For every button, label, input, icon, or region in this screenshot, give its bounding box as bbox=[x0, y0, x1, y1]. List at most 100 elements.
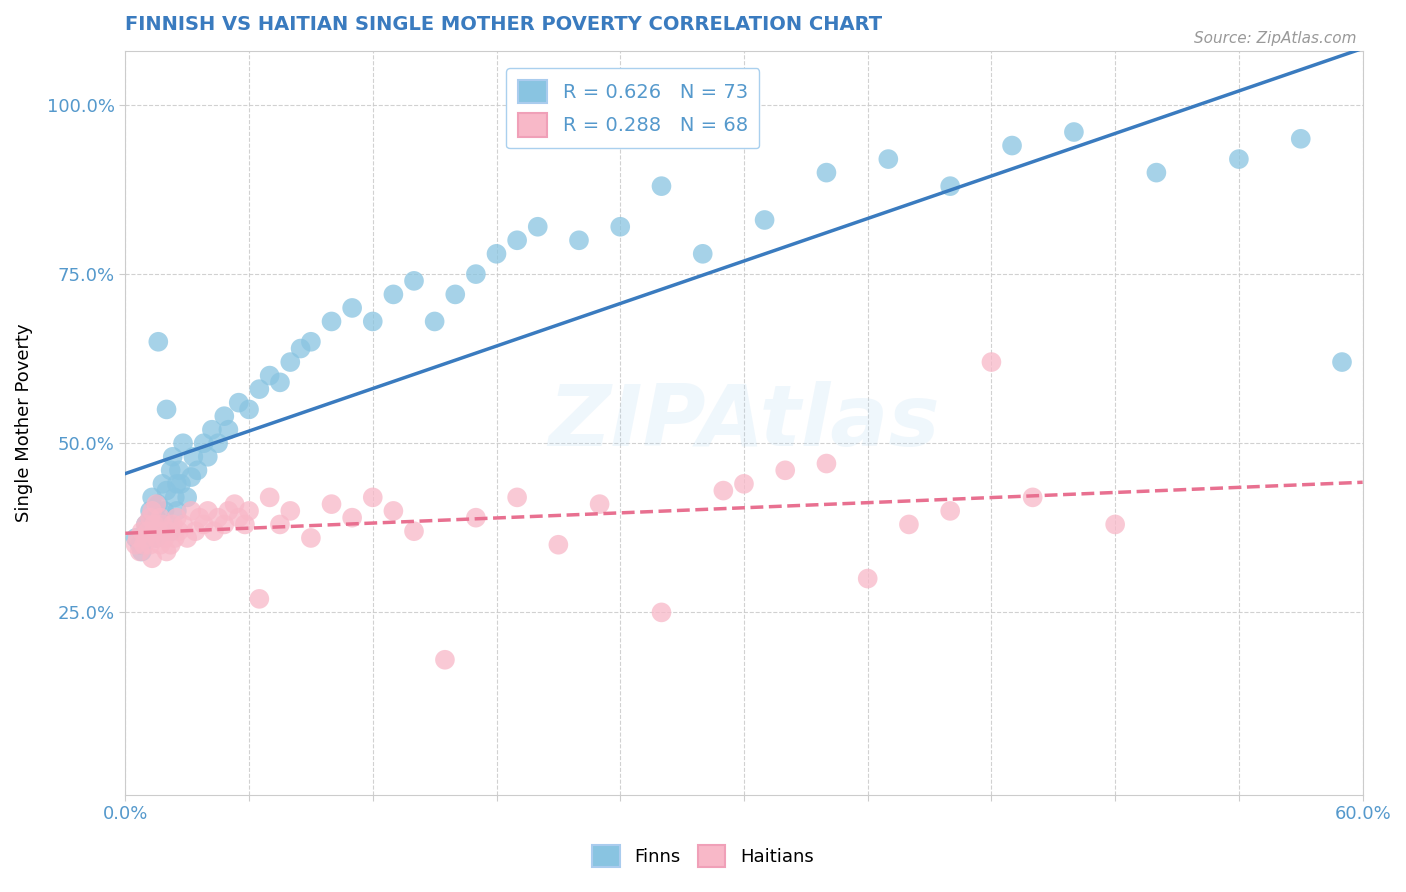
Point bbox=[217, 423, 239, 437]
Point bbox=[148, 334, 170, 349]
Point bbox=[217, 504, 239, 518]
Point bbox=[148, 524, 170, 539]
Point bbox=[135, 517, 157, 532]
Point bbox=[711, 483, 734, 498]
Point bbox=[149, 517, 172, 532]
Point bbox=[1104, 517, 1126, 532]
Point bbox=[180, 504, 202, 518]
Point bbox=[166, 504, 188, 518]
Point bbox=[170, 476, 193, 491]
Point bbox=[402, 524, 425, 539]
Point bbox=[145, 531, 167, 545]
Point bbox=[176, 491, 198, 505]
Point bbox=[1063, 125, 1085, 139]
Point bbox=[135, 531, 157, 545]
Point bbox=[186, 463, 208, 477]
Point bbox=[152, 517, 174, 532]
Point bbox=[162, 450, 184, 464]
Point bbox=[163, 531, 186, 545]
Point bbox=[939, 504, 962, 518]
Point bbox=[124, 531, 146, 545]
Point bbox=[856, 572, 879, 586]
Point bbox=[207, 510, 229, 524]
Point bbox=[141, 491, 163, 505]
Point bbox=[159, 524, 181, 539]
Point bbox=[238, 504, 260, 518]
Point bbox=[650, 179, 672, 194]
Point bbox=[162, 517, 184, 532]
Point bbox=[980, 355, 1002, 369]
Point bbox=[124, 538, 146, 552]
Point bbox=[152, 476, 174, 491]
Point bbox=[773, 463, 796, 477]
Point bbox=[131, 544, 153, 558]
Point bbox=[228, 395, 250, 409]
Point bbox=[131, 524, 153, 539]
Point bbox=[361, 491, 384, 505]
Point bbox=[148, 497, 170, 511]
Point bbox=[464, 510, 486, 524]
Point bbox=[1144, 166, 1167, 180]
Point bbox=[141, 504, 163, 518]
Point bbox=[155, 402, 177, 417]
Text: ZIPAtlas: ZIPAtlas bbox=[548, 382, 939, 465]
Point bbox=[269, 517, 291, 532]
Point bbox=[128, 538, 150, 552]
Point bbox=[136, 524, 159, 539]
Y-axis label: Single Mother Poverty: Single Mother Poverty bbox=[15, 324, 32, 522]
Point bbox=[139, 538, 162, 552]
Legend: R = 0.626   N = 73, R = 0.288   N = 68: R = 0.626 N = 73, R = 0.288 N = 68 bbox=[506, 68, 759, 148]
Point bbox=[506, 491, 529, 505]
Point bbox=[423, 314, 446, 328]
Point bbox=[588, 497, 610, 511]
Point bbox=[167, 524, 190, 539]
Point bbox=[754, 213, 776, 227]
Point bbox=[433, 653, 456, 667]
Point bbox=[197, 504, 219, 518]
Point bbox=[444, 287, 467, 301]
Point bbox=[877, 152, 900, 166]
Point bbox=[166, 510, 188, 524]
Point bbox=[815, 457, 838, 471]
Point bbox=[290, 342, 312, 356]
Point bbox=[153, 504, 176, 518]
Point bbox=[1227, 152, 1250, 166]
Legend: Finns, Haitians: Finns, Haitians bbox=[585, 838, 821, 874]
Point bbox=[152, 524, 174, 539]
Point bbox=[157, 524, 180, 539]
Point bbox=[163, 491, 186, 505]
Point bbox=[547, 538, 569, 552]
Point bbox=[228, 510, 250, 524]
Point bbox=[128, 544, 150, 558]
Point bbox=[259, 368, 281, 383]
Point bbox=[157, 517, 180, 532]
Point bbox=[340, 510, 363, 524]
Point bbox=[201, 423, 224, 437]
Point bbox=[568, 233, 591, 247]
Point bbox=[1001, 138, 1024, 153]
Point bbox=[224, 497, 246, 511]
Point bbox=[139, 510, 162, 524]
Point bbox=[176, 531, 198, 545]
Point bbox=[136, 531, 159, 545]
Point bbox=[1021, 491, 1043, 505]
Point bbox=[321, 314, 343, 328]
Point bbox=[184, 524, 207, 539]
Point bbox=[188, 510, 211, 524]
Text: FINNISH VS HAITIAN SINGLE MOTHER POVERTY CORRELATION CHART: FINNISH VS HAITIAN SINGLE MOTHER POVERTY… bbox=[125, 15, 883, 34]
Point bbox=[233, 517, 256, 532]
Point bbox=[278, 504, 301, 518]
Point bbox=[207, 436, 229, 450]
Point bbox=[247, 382, 270, 396]
Point bbox=[506, 233, 529, 247]
Point bbox=[127, 531, 149, 545]
Point bbox=[172, 517, 194, 532]
Point bbox=[132, 538, 155, 552]
Point bbox=[464, 267, 486, 281]
Point bbox=[485, 247, 508, 261]
Point bbox=[149, 538, 172, 552]
Point bbox=[361, 314, 384, 328]
Point bbox=[526, 219, 548, 234]
Point bbox=[340, 301, 363, 315]
Point bbox=[259, 491, 281, 505]
